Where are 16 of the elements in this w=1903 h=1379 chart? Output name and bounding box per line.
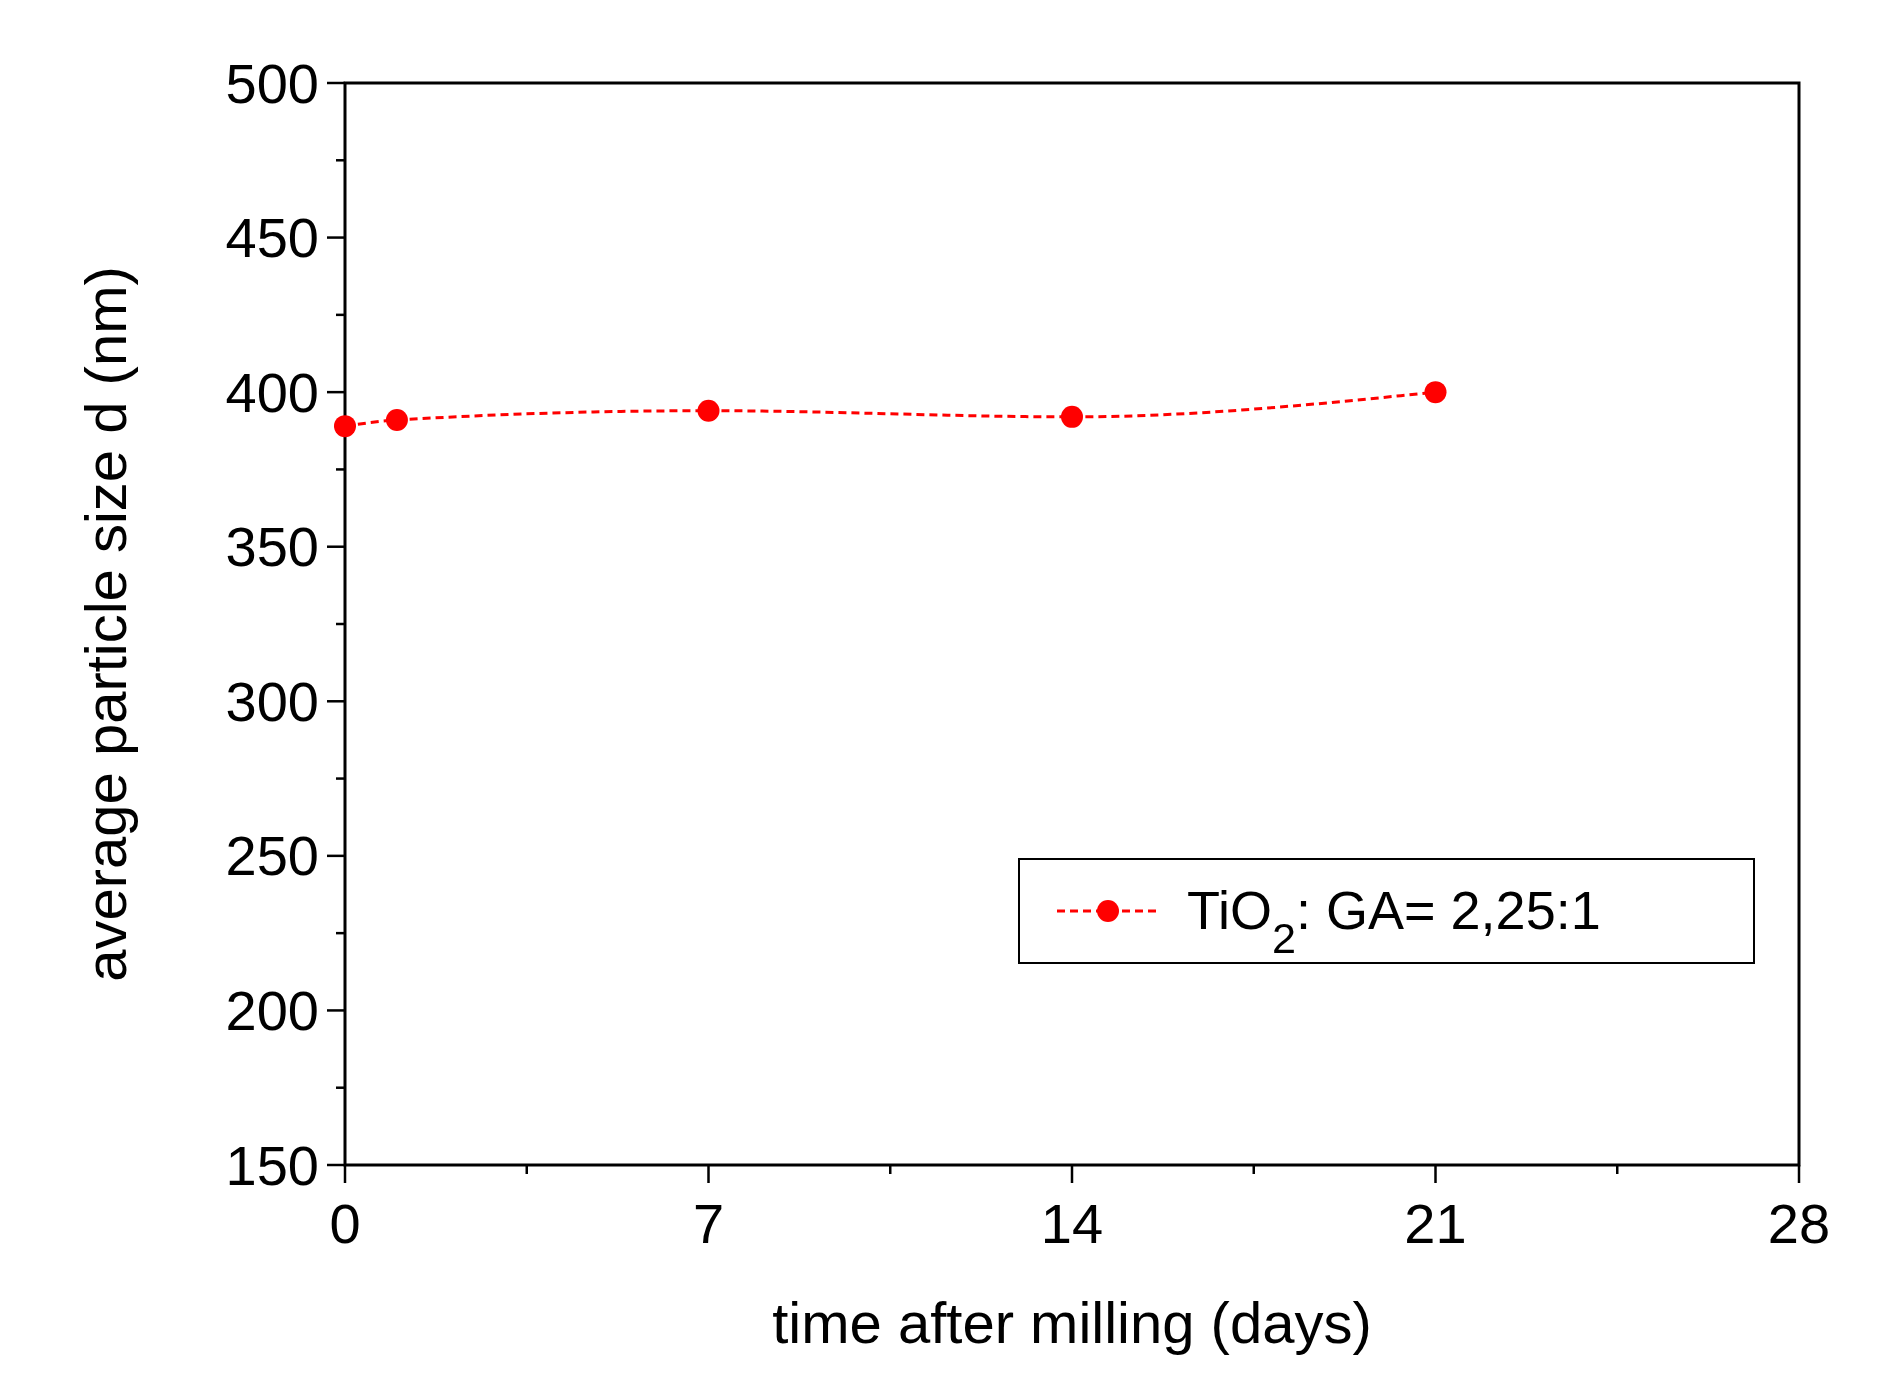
y-tick-label: 500	[225, 51, 319, 115]
x-tick-label: 14	[1040, 1192, 1104, 1255]
legend-label: TiO$_{2}$: GA= 2,25:1	[1187, 880, 1601, 962]
y-tick-label: 300	[225, 669, 319, 733]
x-tick-label: 0	[329, 1192, 361, 1255]
y-tick-label: 250	[225, 824, 319, 888]
y-tick-label: 400	[225, 360, 319, 424]
x-tick-label: 21	[1404, 1192, 1467, 1255]
y-axis-title: average particle size d (nm)	[73, 266, 138, 982]
y-tick-label: 450	[225, 206, 319, 270]
x-tick-label: 28	[1767, 1192, 1831, 1255]
x-tick-label: 7	[692, 1192, 725, 1255]
y-tick-label: 350	[225, 515, 319, 579]
y-tick-label: 150	[225, 1133, 319, 1197]
x-axis-title: time after milling (days)	[772, 1290, 1372, 1355]
y-tick-label: 200	[225, 979, 319, 1043]
